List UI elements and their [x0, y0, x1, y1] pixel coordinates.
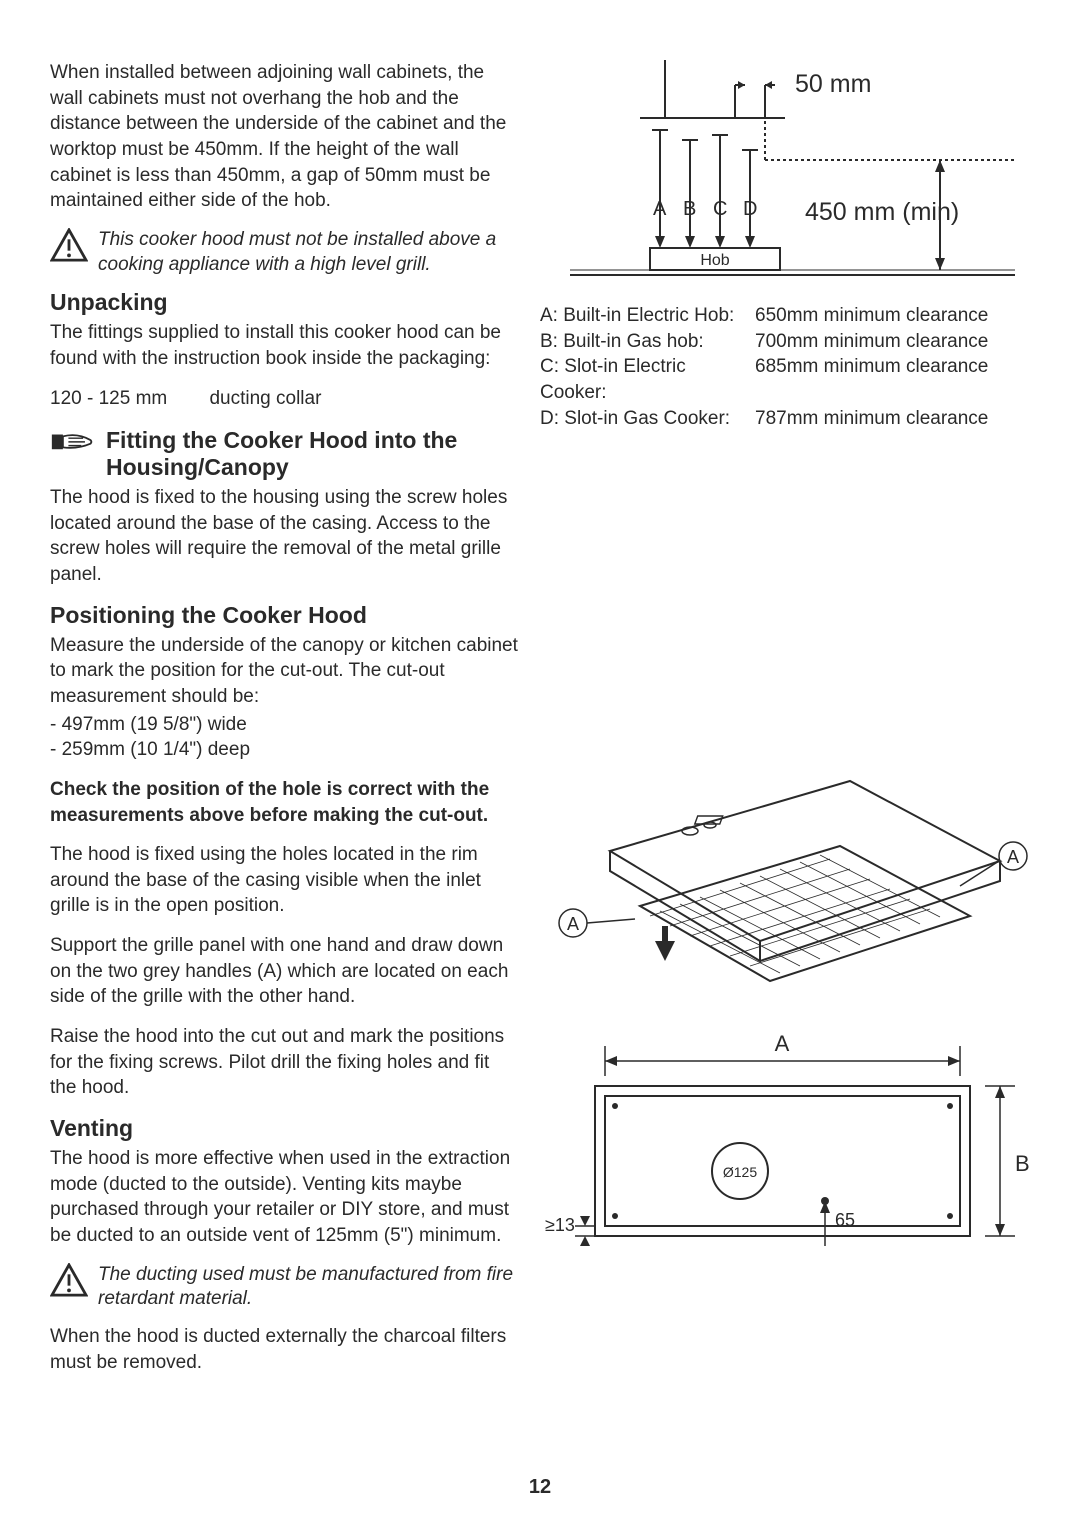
fitting-heading: Fitting the Cooker Hood into the Housing…	[106, 427, 520, 481]
label-50mm: 50 mm	[795, 70, 871, 98]
warning-1: This cooker hood must not be installed a…	[50, 228, 520, 277]
unpacking-item: 120 - 125 mm ducting collar	[50, 386, 520, 412]
hob-label: Hob	[700, 252, 729, 269]
right-column: Hob 50 mm 450 mm (min)	[540, 60, 1030, 1389]
diagram3-dia: Ø125	[723, 1164, 757, 1180]
fitting-heading-row: Fitting the Cooker Hood into the Housing…	[50, 427, 520, 485]
clearance-value: 787mm minimum clearance	[755, 406, 988, 432]
positioning-p4: Raise the hood into the cut out and mark…	[50, 1024, 520, 1101]
clearance-value: 700mm minimum clearance	[755, 329, 988, 355]
left-column: When installed between adjoining wall ca…	[50, 60, 520, 1389]
intro-paragraph: When installed between adjoining wall ca…	[50, 60, 520, 214]
letter-a: A	[653, 198, 667, 220]
diagram2-a-left: A	[567, 914, 579, 934]
page-number: 12	[0, 1476, 1080, 1499]
clearance-diagram: Hob 50 mm 450 mm (min)	[540, 60, 1030, 285]
venting-p2: When the hood is ducted externally the c…	[50, 1324, 520, 1375]
clearance-table: A: Built-in Electric Hob: 650mm minimum …	[540, 303, 1030, 431]
positioning-check: Check the position of the hole is correc…	[50, 777, 520, 828]
clearance-row: C: Slot-in Electric Cooker: 685mm minimu…	[540, 354, 1030, 405]
clearance-row: A: Built-in Electric Hob: 650mm minimum …	[540, 303, 1030, 329]
clearance-label: A: Built-in Electric Hob:	[540, 303, 755, 329]
ducting-size: 120 - 125 mm	[50, 388, 167, 409]
warning-1-text: This cooker hood must not be installed a…	[98, 228, 520, 277]
clearance-label: D: Slot-in Gas Cooker:	[540, 406, 755, 432]
venting-p1: The hood is more effective when used in …	[50, 1146, 520, 1249]
positioning-dim1: - 497mm (19 5/8") wide	[50, 712, 520, 738]
warning-2-text: The ducting used must be manufactured fr…	[98, 1263, 520, 1312]
unpacking-heading: Unpacking	[50, 289, 520, 316]
label-450mm: 450 mm (min)	[805, 198, 959, 226]
abcd-arrows: A B C D	[652, 130, 758, 248]
positioning-dim2: - 259mm (10 1/4") deep	[50, 737, 520, 763]
ducting-name: ducting collar	[209, 388, 321, 409]
clearance-label: B: Built-in Gas hob:	[540, 329, 755, 355]
clearance-row: D: Slot-in Gas Cooker: 787mm minimum cle…	[540, 406, 1030, 432]
venting-heading: Venting	[50, 1115, 520, 1142]
diagram3-13: ≥13	[545, 1215, 575, 1235]
letter-c: C	[713, 198, 727, 220]
positioning-p1: Measure the underside of the canopy or k…	[50, 633, 520, 710]
positioning-heading: Positioning the Cooker Hood	[50, 602, 520, 629]
diagram2-a-right: A	[1007, 847, 1019, 867]
letter-b: B	[683, 198, 696, 220]
diagram3-65: 65	[835, 1210, 855, 1230]
warning-triangle-icon	[50, 1263, 88, 1297]
hood-isometric-diagram: A A	[540, 741, 1030, 1021]
clearance-row: B: Built-in Gas hob: 700mm minimum clear…	[540, 329, 1030, 355]
warning-triangle-icon	[50, 228, 88, 262]
clearance-value: 650mm minimum clearance	[755, 303, 988, 329]
clearance-label: C: Slot-in Electric Cooker:	[540, 354, 755, 405]
warning-2: The ducting used must be manufactured fr…	[50, 1263, 520, 1312]
positioning-p2: The hood is fixed using the holes locate…	[50, 842, 520, 919]
letter-d: D	[743, 198, 757, 220]
fitting-text: The hood is fixed to the housing using t…	[50, 485, 520, 588]
diagram3-b: B	[1015, 1151, 1030, 1176]
diagram3-a: A	[775, 1031, 790, 1056]
plan-view-diagram: A B Ø125 65 ≥13	[540, 1031, 1030, 1261]
clearance-value: 685mm minimum clearance	[755, 354, 988, 405]
positioning-p3: Support the grille panel with one hand a…	[50, 933, 520, 1010]
unpacking-text: The fittings supplied to install this co…	[50, 320, 520, 371]
note-hand-icon	[50, 429, 96, 455]
